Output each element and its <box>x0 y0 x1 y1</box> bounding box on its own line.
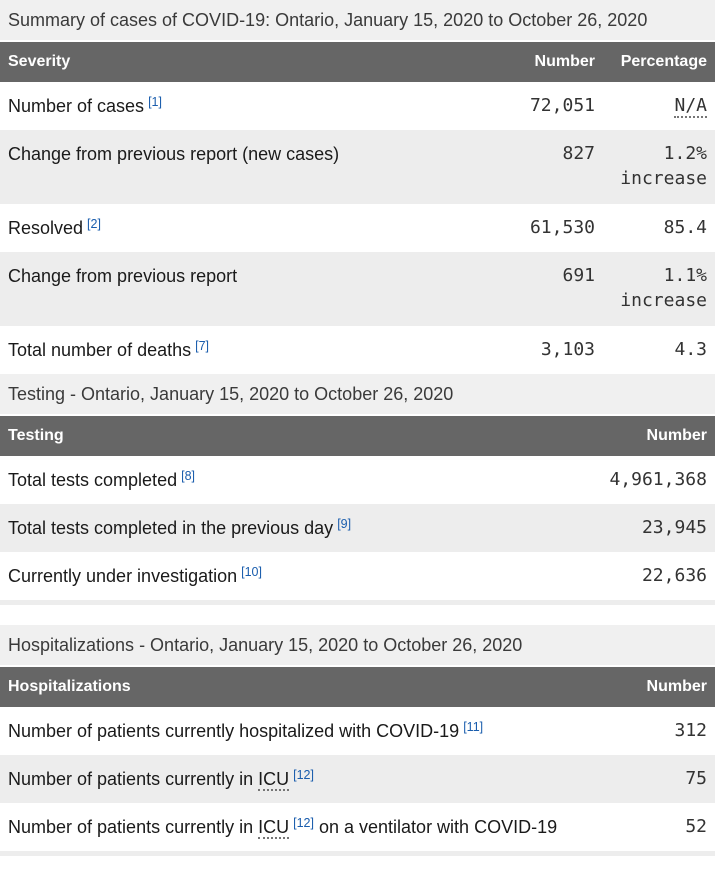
footnote-link[interactable]: [1] <box>148 95 162 109</box>
row-label: Number of patients currently in ICU [12] <box>8 768 314 791</box>
cell-number: 22,636 <box>641 565 707 586</box>
abbr-na: N/A <box>674 95 707 118</box>
table-row: Resolved [2] 61,530 85.4 <box>0 204 715 252</box>
header-cell-number: Number <box>646 678 707 695</box>
cell-number: 52 <box>685 816 707 837</box>
cell-number: 312 <box>674 720 707 741</box>
row-label: Number of patients currently hospitalize… <box>8 720 484 741</box>
cell-number: 75 <box>685 768 707 789</box>
table-row: Total tests completed in the previous da… <box>0 504 715 552</box>
cell-number: 827 <box>562 143 595 164</box>
header-cell-severity: Severity <box>8 53 71 70</box>
percentage-note: increase <box>620 168 707 189</box>
footnote-link[interactable]: [10] <box>241 565 262 579</box>
table-caption: Testing - Ontario, January 15, 2020 to O… <box>0 374 715 414</box>
cell-percentage: 4.3 <box>674 339 707 360</box>
abbr-icu: ICU <box>258 817 290 839</box>
table-row: Change from previous report (new cases) … <box>0 130 715 204</box>
footnote-link[interactable]: [12] <box>293 816 314 830</box>
row-label: Total number of deaths [7] <box>8 339 210 360</box>
cell-percentage: 1.2% increase <box>595 143 707 191</box>
header-cell-number: Number <box>646 427 707 444</box>
cell-number: 61,530 <box>529 217 595 238</box>
cell-percentage: 1.1% increase <box>595 265 707 313</box>
footnote-link[interactable]: [11] <box>463 720 484 734</box>
row-label: Currently under investigation [10] <box>8 565 262 586</box>
row-label: Total tests completed [8] <box>8 469 195 490</box>
table-row: Total tests completed [8] 4,961,368 <box>0 456 715 504</box>
cell-number: 23,945 <box>641 517 707 538</box>
row-label: Total tests completed in the previous da… <box>8 517 352 538</box>
header-cell-number: Number <box>534 53 595 70</box>
table-bottom-edge <box>0 851 715 856</box>
row-label: Resolved [2] <box>8 217 101 238</box>
table-header-row: Testing Number <box>0 416 715 456</box>
row-label: Change from previous report (new cases) <box>8 144 340 164</box>
table-row: Number of patients currently in ICU [12] … <box>0 755 715 803</box>
table-row: Number of cases [1] 72,051 N/A <box>0 82 715 130</box>
caption-text: Testing - Ontario, January 15, 2020 to O… <box>8 383 454 404</box>
cell-number: 3,103 <box>540 339 595 360</box>
table-caption: Summary of cases of COVID-19: Ontario, J… <box>0 0 715 40</box>
cell-percentage: 85.4 <box>663 217 707 238</box>
table-row: Number of patients currently hospitalize… <box>0 707 715 755</box>
abbr-icu: ICU <box>258 769 290 791</box>
testing-table: Testing - Ontario, January 15, 2020 to O… <box>0 374 715 605</box>
section-gap <box>0 605 715 625</box>
table-header-row: Severity Number Percentage <box>0 42 715 82</box>
row-label: Number of patients currently in ICU [12] … <box>8 816 558 839</box>
caption-text: Hospitalizations - Ontario, January 15, … <box>8 634 523 655</box>
hospitalizations-table: Hospitalizations - Ontario, January 15, … <box>0 625 715 856</box>
footnote-link[interactable]: [7] <box>195 339 210 353</box>
footnote-link[interactable]: [2] <box>87 217 101 231</box>
table-header-row: Hospitalizations Number <box>0 667 715 707</box>
row-label: Number of cases [1] <box>8 95 162 116</box>
cell-percentage: N/A <box>595 95 707 118</box>
table-row: Currently under investigation [10] 22,636 <box>0 552 715 600</box>
cell-number: 691 <box>562 265 595 286</box>
table-row: Number of patients currently in ICU [12] … <box>0 803 715 851</box>
percentage-note: increase <box>620 290 707 311</box>
header-cell-hospitalizations: Hospitalizations <box>8 678 131 695</box>
summary-cases-table: Summary of cases of COVID-19: Ontario, J… <box>0 0 715 374</box>
header-cell-percentage: Percentage <box>620 53 707 70</box>
cell-number: 72,051 <box>529 95 595 116</box>
table-bottom-edge <box>0 600 715 605</box>
footnote-link[interactable]: [12] <box>293 768 314 782</box>
cell-number: 4,961,368 <box>609 469 707 490</box>
table-row: Total number of deaths [7] 3,103 4.3 <box>0 326 715 374</box>
header-cell-testing: Testing <box>8 427 64 444</box>
caption-text: Summary of cases of COVID-19: Ontario, J… <box>8 9 648 30</box>
footnote-link[interactable]: [8] <box>181 469 195 483</box>
footnote-link[interactable]: [9] <box>337 517 352 531</box>
table-row: Change from previous report 691 1.1% incr… <box>0 252 715 326</box>
table-caption: Hospitalizations - Ontario, January 15, … <box>0 625 715 665</box>
row-label: Change from previous report <box>8 266 238 286</box>
